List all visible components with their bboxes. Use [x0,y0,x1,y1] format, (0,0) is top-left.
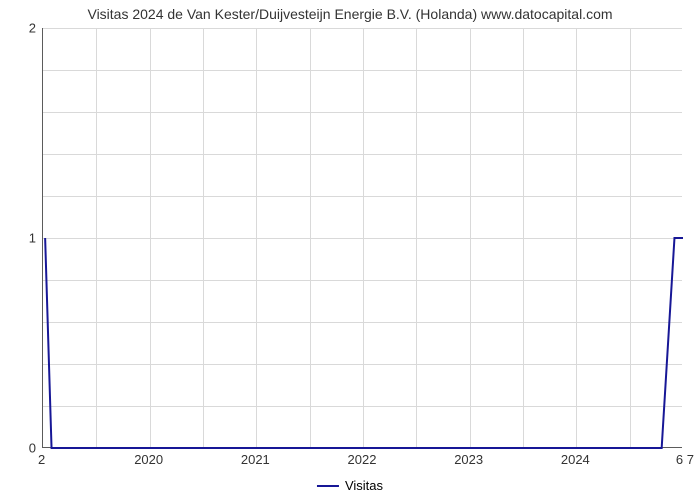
chart-title: Visitas 2024 de Van Kester/Duijvesteijn … [0,0,700,22]
x-tick-label: 2021 [241,452,270,467]
x-left-edge-label: 2 [38,452,45,467]
legend-swatch [317,485,339,487]
x-tick-label: 2020 [134,452,163,467]
x-right-edge-label: 6 7 [676,452,694,467]
y-tick-label: 2 [6,21,36,36]
y-tick-label: 1 [6,231,36,246]
y-tick-label: 0 [6,441,36,456]
x-tick-label: 2024 [561,452,590,467]
legend-label: Visitas [345,478,383,493]
plot-area [42,28,682,448]
series-line [43,28,683,448]
x-tick-label: 2023 [454,452,483,467]
x-tick-label: 2022 [348,452,377,467]
legend: Visitas [317,478,383,493]
chart-container: Visitas 2024 de Van Kester/Duijvesteijn … [0,0,700,500]
